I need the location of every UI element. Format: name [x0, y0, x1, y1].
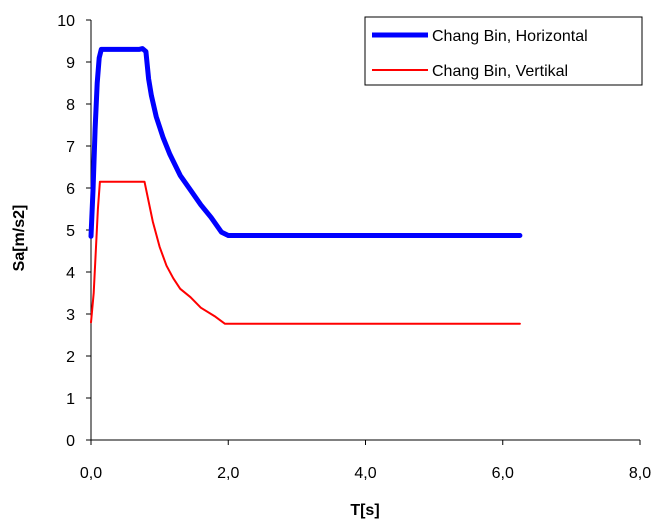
y-axis-title: Sa[m/s2] — [11, 205, 28, 272]
legend: Chang Bin, Horizontal Chang Bin, Vertika… — [364, 16, 643, 86]
x-tick-label: 6,0 — [492, 465, 514, 482]
y-ticks: 0 1 2 3 4 5 6 7 8 9 10 — [57, 13, 91, 450]
x-tick-label: 4,0 — [354, 465, 376, 482]
y-tick-label: 5 — [66, 223, 75, 240]
x-axis-title: T[s] — [350, 502, 379, 519]
series-lines — [88, 46, 523, 325]
y-tick-label: 0 — [66, 433, 75, 450]
legend-box — [364, 16, 643, 86]
y-tick-label: 10 — [57, 13, 75, 30]
x-tick-label: 0,0 — [80, 465, 102, 482]
y-tick-label: 2 — [66, 349, 75, 366]
y-tick-label: 4 — [66, 265, 75, 282]
y-tick-label: 7 — [66, 139, 75, 156]
y-tick-label: 9 — [66, 55, 75, 72]
y-tick-label: 8 — [66, 97, 75, 114]
x-ticks: 0,0 2,0 4,0 6,0 8,0 — [80, 440, 651, 482]
x-tick-label: 8,0 — [629, 465, 651, 482]
series-line-horizontal — [88, 46, 523, 239]
series-line-vertikal — [90, 180, 521, 325]
y-tick-label: 3 — [66, 307, 75, 324]
legend-label-horizontal: Chang Bin, Horizontal — [432, 28, 588, 45]
x-tick-label: 2,0 — [217, 465, 239, 482]
y-tick-label: 6 — [66, 181, 75, 198]
legend-label-vertikal: Chang Bin, Vertikal — [432, 63, 568, 80]
y-tick-label: 1 — [66, 391, 75, 408]
